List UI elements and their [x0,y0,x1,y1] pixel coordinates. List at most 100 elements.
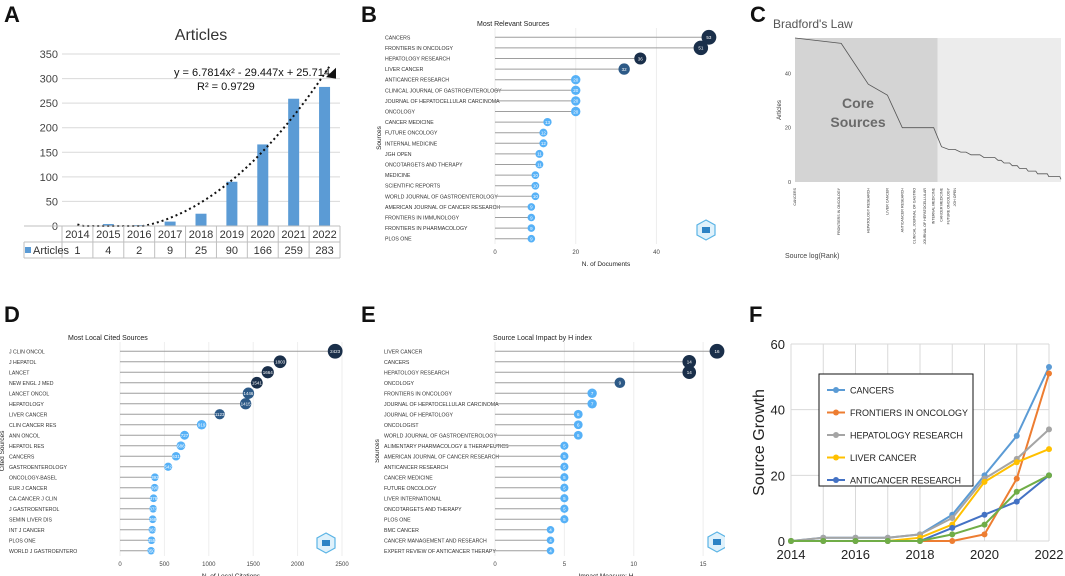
lollipop-point [571,75,581,85]
lollipop-point [531,192,540,201]
legend-label: FRONTIERS IN ONCOLOGY [850,408,968,418]
series-point [1046,472,1052,479]
lollipop-point [709,343,725,359]
lollipop-point [560,473,569,482]
series-point [949,524,956,531]
category-label: JGH OPEN [385,152,412,158]
category-label: FRONTIERS IN PHARMACOLOGY [385,226,468,232]
category-label: CA-CANCER J CLIN [9,496,57,502]
lollipop-point [560,504,569,513]
lollipop-point [560,462,569,471]
category-label: LANCET [9,370,30,376]
panel-label-f: F [749,302,763,327]
series-point [981,531,988,538]
data-label: 20 [573,99,579,104]
lollipop-point [196,419,207,430]
lollipop-point [180,430,190,440]
x-tick-label: FUTURE ONCOLOGY [947,187,951,224]
bar [164,221,176,226]
lollipop-point [546,525,555,534]
lollipop-point [148,515,157,524]
legend-marker [833,409,839,416]
x-tick-label: 10 [630,562,637,568]
x-tick-label: ANTICANCER RESEARCH [900,188,904,233]
category-label: CLINICAL JOURNAL OF GASTROENTEROLOGY [385,88,502,94]
legend-label: CANCERS [850,386,894,396]
data-label: 9 [530,205,533,210]
data-label: 20 [573,88,579,93]
y-tick-label: 0 [52,221,58,233]
bar [226,181,238,226]
data-label: 20 [573,78,579,83]
category-label: 2018 [189,229,213,241]
category-label: AMERICAN JOURNAL OF CANCER RESEARCH [384,454,499,460]
data-label: 9 [530,215,533,220]
category-label: WORLD J GASTROENTERO [9,549,77,555]
category-label: J HEPATOL [9,360,36,366]
data-label: 355 [148,538,156,543]
lollipop-point [149,504,157,513]
lollipop-point [546,536,555,545]
category-label: ONCOTARGETS AND THERAPY [385,163,463,169]
chart-title: Most Local Cited Sources [68,335,148,342]
x-tick-label: 2016 [841,547,870,562]
data-label: 350 [147,549,155,554]
data-label: 5 [563,507,566,512]
y-tick-label: 150 [40,147,58,159]
bibliometrix-logo-inner-icon [713,539,721,545]
lollipop-point [571,85,581,96]
chart-title: Bradford's Law [773,17,853,31]
x-tick-label: 2014 [777,547,806,562]
lollipop-point [543,117,552,127]
category-label: JOURNAL OF HEPATOCELLULAR CARCINOMA [385,99,500,105]
category-label: HEPATOLOGY RESEARCH [384,370,449,376]
data-label: 10 [533,194,539,199]
y-tick-label: 40 [771,403,785,418]
series-point [981,478,988,485]
chart-e-h-index: Source Local Impact by H index 0 5 10 15 Impa… [375,335,725,576]
x-tick-label: 2000 [291,562,305,568]
y-tick-label: 0 [778,534,785,549]
chart-d-local-cited-sources: Most Local Cited Sources 0 500 1000 1500 2000… [0,335,349,576]
data-label: 5 [563,517,566,522]
category-label: FRONTIERS IN ONCOLOGY [384,391,453,397]
category-label: 2020 [251,229,275,241]
legend-label: Articles [33,245,70,257]
category-label: 2017 [158,229,182,241]
trendline [77,66,331,227]
category-label: FUTURE ONCOLOGY [385,131,438,137]
legend-label: HEPATOLOGY RESEARCH [850,431,963,441]
panel-label-e: E [361,302,376,327]
table-value: 283 [315,245,333,257]
data-label: 1664 [263,370,274,375]
bar [195,213,207,226]
lollipop-point [573,420,583,430]
category-label: J CLIN ONCOL [9,349,45,355]
series-point [1013,475,1020,482]
series-point [1013,488,1020,495]
data-label: 10 [533,184,539,189]
category-label: ONCOLOGY [384,381,415,387]
category-label: WORLD JOURNAL OF GASTROENTEROLOGY [385,194,498,200]
x-tick-label: FRONTIERS IN ONCOLOGY [837,187,841,235]
data-label: 6 [577,433,580,438]
data-label: 393 [151,475,159,480]
data-label: 16 [714,349,720,354]
lollipop-point [693,40,709,56]
category-label: 2015 [96,229,120,241]
x-axis-label: Source log(Rank) [785,253,839,260]
chart-f-source-growth: 0 20 40 60 2014 2016 2018 2020 2022 Source Growth… [751,337,1063,562]
non-core-region [937,38,1061,182]
lollipop-point [573,409,583,419]
category-label: J GASTROENTEROL [9,507,60,513]
y-axis-label: Sources [376,125,383,150]
legend-box [818,373,974,487]
core-label: Core [842,95,874,111]
series-point [1046,446,1052,453]
lollipop-point [147,536,156,545]
lollipop-point [587,388,597,398]
category-label: FRONTIERS IN IMMUNOLOGY [385,216,460,222]
chart-title: Source Local Impact by H index [493,335,592,342]
x-tick-label: 1000 [202,562,216,568]
category-label: HEPATOL RES [9,444,45,450]
